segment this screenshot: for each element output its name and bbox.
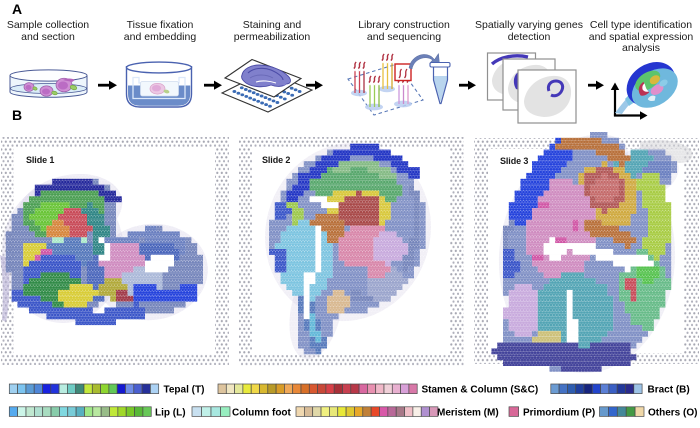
svg-text:Primordium (P): Primordium (P) bbox=[523, 407, 595, 418]
svg-text:Others (O): Others (O) bbox=[648, 407, 697, 418]
svg-text:Stamen & Column (S&C): Stamen & Column (S&C) bbox=[422, 385, 539, 396]
svg-text:Column foot: Column foot bbox=[232, 407, 292, 418]
svg-text:Bract (B): Bract (B) bbox=[648, 385, 690, 396]
svg-text:Meristem (M): Meristem (M) bbox=[437, 407, 499, 418]
svg-text:Lip (L): Lip (L) bbox=[155, 407, 186, 418]
svg-text:Tepal (T): Tepal (T) bbox=[164, 385, 205, 396]
